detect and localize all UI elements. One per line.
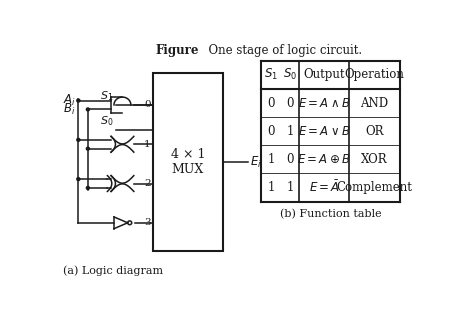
Text: 0: 0 xyxy=(267,97,274,109)
Text: $A_i$: $A_i$ xyxy=(63,93,75,108)
Text: (a) Logic diagram: (a) Logic diagram xyxy=(64,265,164,275)
Text: $S_0$: $S_0$ xyxy=(283,67,297,82)
Text: OR: OR xyxy=(365,125,383,138)
Text: (b) Function table: (b) Function table xyxy=(280,208,382,219)
Text: $S_1$: $S_1$ xyxy=(100,90,114,103)
Text: $E_i$: $E_i$ xyxy=(250,154,262,170)
Text: $B_i$: $B_i$ xyxy=(63,102,75,117)
Text: One stage of logic circuit.: One stage of logic circuit. xyxy=(201,44,362,57)
Circle shape xyxy=(86,108,90,111)
Text: 2: 2 xyxy=(144,179,151,188)
Text: Operation: Operation xyxy=(345,68,404,82)
Bar xyxy=(153,73,223,251)
Text: Complement: Complement xyxy=(337,181,412,194)
Circle shape xyxy=(77,138,80,141)
Text: 0: 0 xyxy=(286,97,294,109)
Text: MUX: MUX xyxy=(172,163,204,176)
Circle shape xyxy=(77,178,80,180)
Text: 4 × 1: 4 × 1 xyxy=(171,148,205,161)
Text: 1: 1 xyxy=(286,125,293,138)
Circle shape xyxy=(86,187,90,189)
Text: Output: Output xyxy=(303,68,345,82)
Text: 1: 1 xyxy=(144,140,151,149)
Text: 0: 0 xyxy=(144,100,151,109)
Text: 0: 0 xyxy=(286,153,294,166)
Text: $E = A \wedge B$: $E = A \wedge B$ xyxy=(298,97,350,109)
Text: AND: AND xyxy=(360,97,389,109)
Text: XOR: XOR xyxy=(361,153,388,166)
Text: $S_1$: $S_1$ xyxy=(264,67,278,82)
Text: $E = A \vee B$: $E = A \vee B$ xyxy=(298,125,350,138)
Circle shape xyxy=(77,99,80,102)
Text: 0: 0 xyxy=(267,125,274,138)
Text: 1: 1 xyxy=(267,153,274,166)
Text: 3: 3 xyxy=(144,218,151,227)
Circle shape xyxy=(86,147,90,150)
Text: 1: 1 xyxy=(286,181,293,194)
Text: $S_0$: $S_0$ xyxy=(100,115,114,128)
Text: Figure: Figure xyxy=(155,44,199,57)
Text: $E = A \oplus B$: $E = A \oplus B$ xyxy=(298,153,351,166)
Text: $E = \bar{A}$: $E = \bar{A}$ xyxy=(309,180,340,195)
Text: 1: 1 xyxy=(267,181,274,194)
